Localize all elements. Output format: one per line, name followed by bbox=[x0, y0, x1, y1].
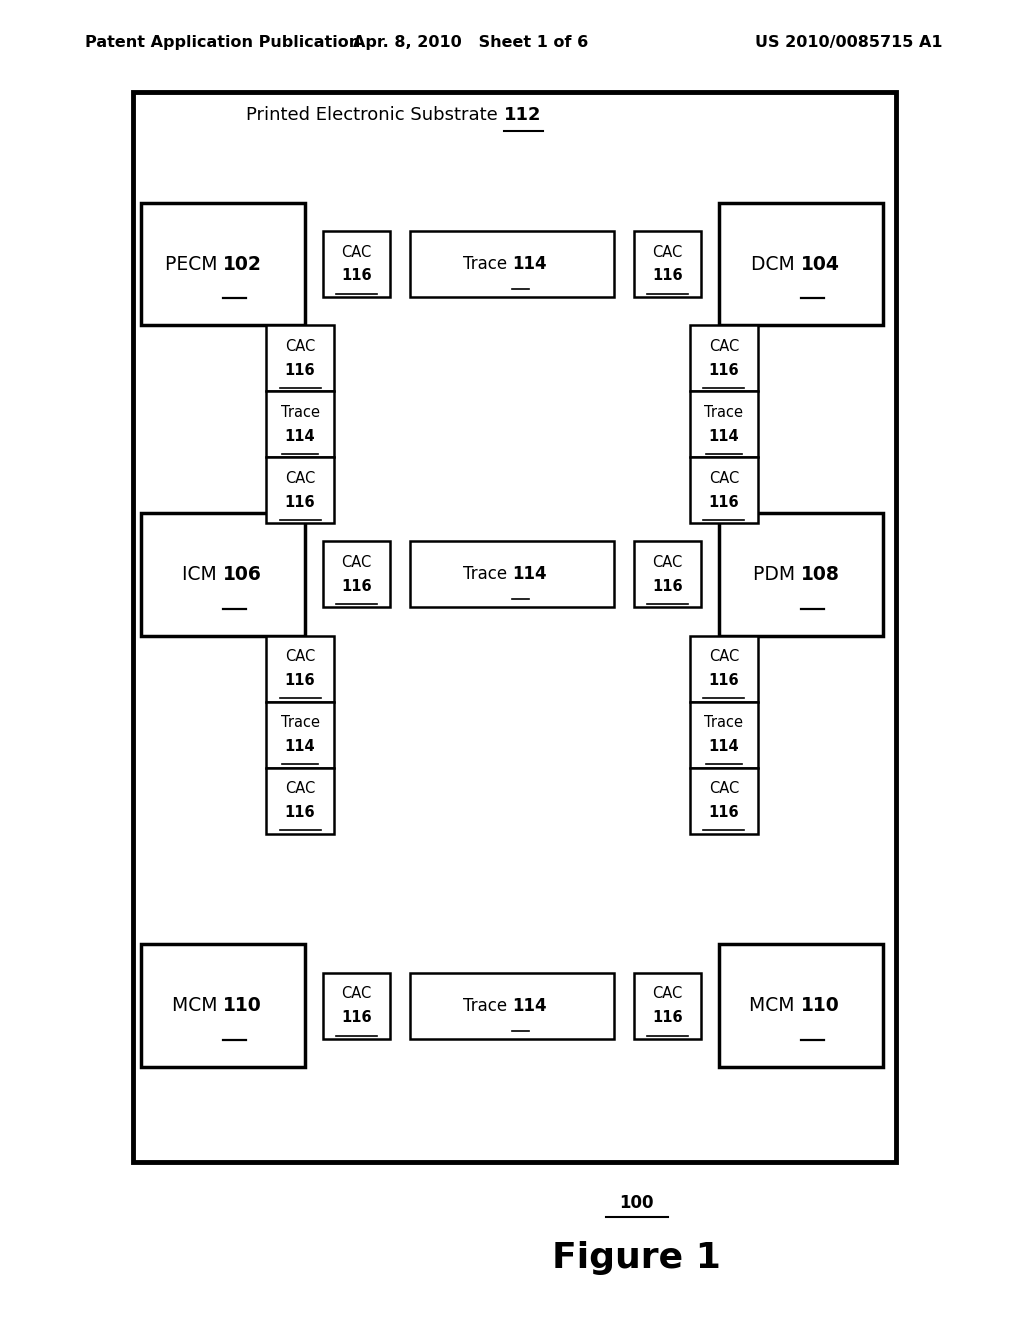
Text: Trace: Trace bbox=[281, 405, 319, 420]
Text: Trace: Trace bbox=[705, 715, 743, 730]
Bar bbox=[266, 768, 334, 834]
Text: Trace: Trace bbox=[705, 405, 743, 420]
Text: 114: 114 bbox=[285, 429, 315, 444]
Text: 116: 116 bbox=[285, 805, 315, 820]
Bar bbox=[719, 945, 883, 1067]
Bar bbox=[323, 231, 390, 297]
Text: 116: 116 bbox=[709, 673, 739, 688]
Text: 116: 116 bbox=[709, 495, 739, 510]
Text: 116: 116 bbox=[652, 578, 683, 594]
Bar bbox=[133, 92, 896, 1162]
Text: 116: 116 bbox=[709, 363, 739, 378]
Text: Trace: Trace bbox=[281, 715, 319, 730]
Text: 116: 116 bbox=[341, 578, 372, 594]
Text: CAC: CAC bbox=[285, 781, 315, 796]
Text: 116: 116 bbox=[341, 268, 372, 284]
Text: 116: 116 bbox=[285, 363, 315, 378]
Text: 112: 112 bbox=[504, 106, 542, 124]
Text: 110: 110 bbox=[223, 997, 262, 1015]
Bar bbox=[719, 513, 883, 636]
Text: CAC: CAC bbox=[709, 649, 739, 664]
Text: PDM: PDM bbox=[753, 565, 801, 583]
Text: 114: 114 bbox=[512, 255, 547, 273]
Text: CAC: CAC bbox=[709, 781, 739, 796]
Text: 104: 104 bbox=[801, 255, 840, 273]
Bar bbox=[266, 391, 334, 458]
Text: 114: 114 bbox=[285, 739, 315, 754]
Text: CAC: CAC bbox=[341, 244, 372, 260]
Bar bbox=[634, 541, 701, 607]
Text: 114: 114 bbox=[512, 997, 547, 1015]
Text: PECM: PECM bbox=[165, 255, 223, 273]
Bar bbox=[266, 325, 334, 391]
Text: Figure 1: Figure 1 bbox=[553, 1241, 721, 1275]
Bar bbox=[141, 513, 305, 636]
Text: Apr. 8, 2010   Sheet 1 of 6: Apr. 8, 2010 Sheet 1 of 6 bbox=[353, 34, 589, 50]
Bar bbox=[266, 636, 334, 702]
Text: Trace: Trace bbox=[463, 255, 512, 273]
Text: CAC: CAC bbox=[652, 986, 683, 1002]
Bar bbox=[323, 541, 390, 607]
Text: 116: 116 bbox=[285, 673, 315, 688]
Text: 116: 116 bbox=[341, 1010, 372, 1026]
Bar bbox=[410, 541, 614, 607]
Text: MCM: MCM bbox=[172, 997, 223, 1015]
Bar bbox=[690, 325, 758, 391]
Text: Trace: Trace bbox=[463, 565, 512, 583]
Bar bbox=[690, 391, 758, 458]
Text: CAC: CAC bbox=[341, 986, 372, 1002]
Bar bbox=[690, 458, 758, 524]
Text: 116: 116 bbox=[285, 495, 315, 510]
Bar bbox=[690, 768, 758, 834]
Bar bbox=[141, 945, 305, 1067]
Bar bbox=[690, 636, 758, 702]
Bar bbox=[634, 231, 701, 297]
Text: CAC: CAC bbox=[709, 471, 739, 486]
Bar bbox=[266, 458, 334, 524]
Text: CAC: CAC bbox=[709, 339, 739, 354]
Text: CAC: CAC bbox=[652, 554, 683, 570]
Bar bbox=[141, 202, 305, 325]
Text: 106: 106 bbox=[223, 565, 262, 583]
Bar bbox=[323, 973, 390, 1039]
Text: Patent Application Publication: Patent Application Publication bbox=[85, 34, 360, 50]
Text: 116: 116 bbox=[652, 1010, 683, 1026]
Text: CAC: CAC bbox=[652, 244, 683, 260]
Text: 114: 114 bbox=[709, 739, 739, 754]
Bar bbox=[410, 231, 614, 297]
Bar bbox=[719, 202, 883, 325]
Bar bbox=[690, 702, 758, 768]
Text: CAC: CAC bbox=[341, 554, 372, 570]
Text: 110: 110 bbox=[801, 997, 840, 1015]
Text: 100: 100 bbox=[620, 1193, 654, 1212]
Text: DCM: DCM bbox=[751, 255, 801, 273]
Bar bbox=[634, 973, 701, 1039]
Text: Printed Electronic Substrate: Printed Electronic Substrate bbox=[247, 106, 504, 124]
Text: 114: 114 bbox=[512, 565, 547, 583]
Text: 116: 116 bbox=[709, 805, 739, 820]
Bar bbox=[410, 973, 614, 1039]
Text: CAC: CAC bbox=[285, 649, 315, 664]
Bar bbox=[266, 702, 334, 768]
Text: CAC: CAC bbox=[285, 339, 315, 354]
Text: 116: 116 bbox=[652, 268, 683, 284]
Text: US 2010/0085715 A1: US 2010/0085715 A1 bbox=[755, 34, 942, 50]
Text: Trace: Trace bbox=[463, 997, 512, 1015]
Text: CAC: CAC bbox=[285, 471, 315, 486]
Text: 108: 108 bbox=[801, 565, 840, 583]
Text: 102: 102 bbox=[223, 255, 262, 273]
Text: ICM: ICM bbox=[182, 565, 223, 583]
Text: 114: 114 bbox=[709, 429, 739, 444]
Text: MCM: MCM bbox=[750, 997, 801, 1015]
